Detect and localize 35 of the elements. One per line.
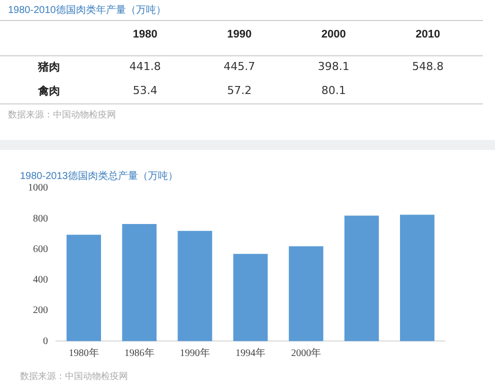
chart-title: 1980-2013德国肉类总产量（万吨） [20,170,178,182]
bar [344,216,379,342]
data-label: 441.8 [129,60,161,74]
y-tick-label: 0 [43,336,48,347]
x-tick-label: 1980年 [68,346,99,359]
x-tick-label: 1990 [227,28,252,41]
x-tick-label: 1990年 [180,346,210,359]
y-tick-label: 400 [33,274,48,286]
bar [400,214,434,342]
bar [66,234,102,342]
data-label: 80.1 [321,84,346,98]
bar [233,254,268,342]
source-note: 数据来源：中国动物检疫网 [20,371,128,382]
data-label: 548.8 [412,60,444,74]
bar [178,230,212,342]
data-label: 57.2 [227,84,252,98]
x-tick-label: 2000年 [291,346,322,359]
bar [122,224,157,342]
y-tick-label: 600 [33,244,48,255]
y-tick-label: 猪肉 [37,60,60,74]
x-tick-label: 1980 [132,28,158,41]
source-note: 数据来源：中国动物检疫网 [8,109,116,120]
x-tick-label: 1986年 [124,346,154,359]
x-tick-label: 1994年 [236,346,266,359]
data-label: 398.1 [318,60,350,74]
data-label: 53.4 [132,84,158,98]
y-tick-label: 1000 [28,182,48,194]
y-tick-label: 禽肉 [37,84,60,98]
chart-title: 1980-2010德国肉类年产量（万吨） [8,4,166,16]
data-label: 445.7 [224,60,256,74]
x-tick-label: 2000 [321,28,346,41]
y-tick-label: 800 [33,213,48,224]
bar [288,246,324,342]
x-tick-label: 2010 [416,28,440,41]
y-tick-label: 200 [33,305,48,316]
